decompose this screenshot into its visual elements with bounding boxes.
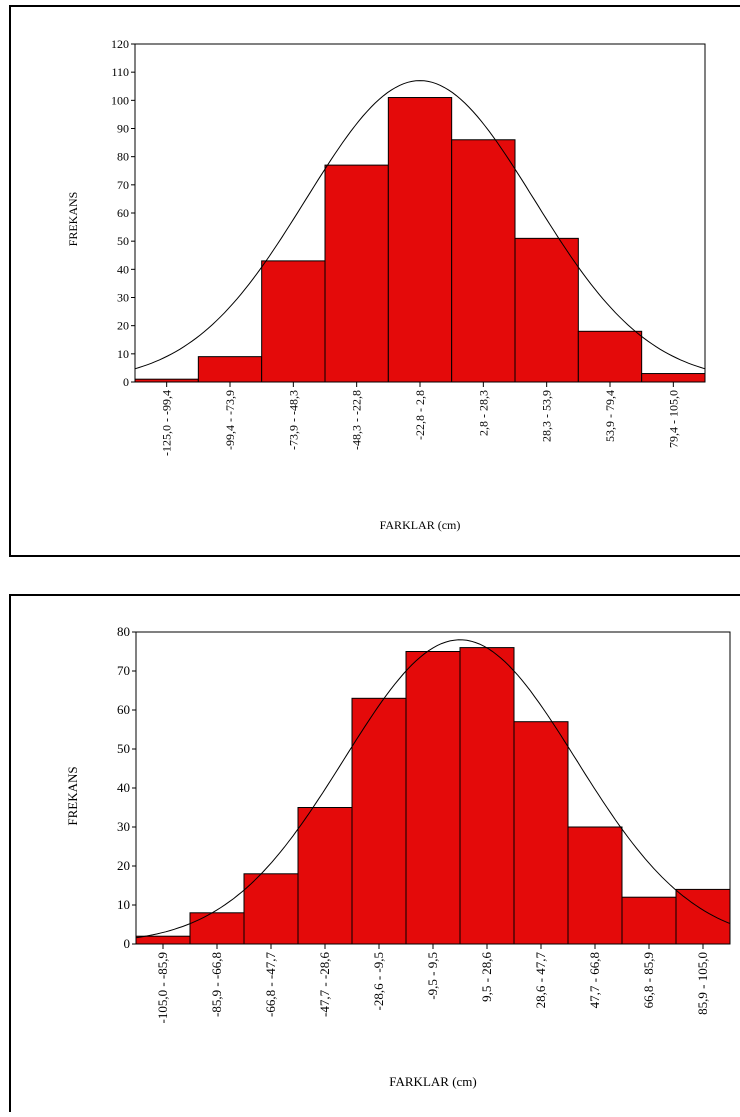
x-axis-title: FARKLAR (cm): [389, 1074, 477, 1089]
histogram-bar: [641, 373, 706, 383]
histogram-bar: [297, 807, 353, 945]
y-tick-label: 20: [117, 319, 129, 333]
histogram-bar: [405, 651, 461, 945]
histogram-bar: [134, 378, 199, 383]
histogram-bar: [351, 697, 407, 945]
histogram-bar: [135, 935, 191, 945]
x-tick-label: -9,5 - 9,5: [425, 952, 440, 1000]
y-tick-label: 100: [111, 93, 129, 107]
y-tick-label: 0: [123, 375, 129, 389]
histogram-bar: [577, 330, 643, 383]
y-tick-label: 10: [117, 347, 129, 361]
x-tick-label: 53,9 - 79,4: [603, 390, 617, 442]
x-tick-label: 79,4 - 105,0: [666, 390, 680, 448]
y-tick-label: 70: [117, 663, 130, 678]
histogram-chart-2: 0 10 20 30 40 50 60 70 80 -105,0 - -85,9 -85,9 - -…: [65, 624, 731, 1089]
histogram-bar: [459, 647, 515, 945]
x-tick-label: -85,9 - -66,8: [209, 952, 224, 1017]
x-tick-label: 2,8 - 28,3: [476, 390, 490, 436]
normal-curve: [134, 80, 706, 370]
x-tick-label: 47,7 - 66,8: [587, 952, 602, 1008]
histogram-bar: [197, 356, 263, 383]
histogram-bar: [621, 896, 677, 945]
x-tick-label: -99,4 - -73,9: [223, 390, 237, 450]
y-tick-label: 40: [117, 262, 129, 276]
x-tick-label: 66,8 - 85,9: [641, 952, 656, 1008]
histogram-bar: [675, 888, 731, 945]
y-tick-label: 60: [117, 702, 130, 717]
x-tick-label: 28,3 - 53,9: [540, 390, 554, 442]
y-tick-label: 10: [117, 897, 130, 912]
y-tick-label: 70: [117, 178, 129, 192]
histogram-panel-2: 0 10 20 30 40 50 60 70 80 -105,0 - -85,9 -85,9 - -…: [9, 594, 740, 1112]
histogram-chart-1: 0 10 20 30 40 50 60 70 80 90 100 110 120 -125,0 - -99…: [66, 37, 706, 532]
y-axis-title: FREKANS: [65, 766, 80, 825]
histogram-bar: [189, 912, 245, 945]
x-tick-label: -48,3 - -22,8: [350, 390, 364, 450]
y-tick-label: 30: [117, 291, 129, 305]
histogram-bar: [387, 97, 453, 383]
y-tick-label: 60: [117, 206, 129, 220]
x-tick-label: 28,6 - 47,7: [533, 952, 548, 1009]
histogram-bar: [243, 873, 299, 945]
y-tick-label: 20: [117, 858, 130, 873]
x-axis-title: FARKLAR (cm): [380, 518, 461, 532]
histogram-bar: [567, 826, 623, 945]
y-tick-label: 120: [111, 37, 129, 51]
histogram-bar: [451, 139, 516, 383]
x-tick-label: -47,7 - -28,6: [317, 952, 332, 1017]
histogram-bar: [261, 260, 326, 383]
x-tick-label: -125,0 - -99,4: [160, 390, 174, 456]
x-tick-label: -105,0 - -85,9: [155, 952, 170, 1024]
histogram-bar: [324, 164, 389, 383]
y-tick-label: 90: [117, 122, 129, 136]
x-tick-label: 85,9 - 105,0: [695, 952, 710, 1015]
y-tick-label: 80: [117, 150, 129, 164]
histogram-bar: [514, 237, 579, 383]
y-tick-label: 80: [117, 624, 130, 639]
histogram-bar: [513, 721, 569, 945]
y-tick-label: 40: [117, 780, 130, 795]
y-tick-label: 0: [124, 936, 131, 951]
histogram-panel-1: 0 10 20 30 40 50 60 70 80 90 100 110 120 -125,0 - -99…: [9, 5, 740, 557]
normal-curve: [135, 639, 731, 939]
y-tick-label: 50: [117, 741, 130, 756]
y-tick-label: 110: [111, 65, 129, 79]
x-tick-label: -22,8 - 2,8: [413, 390, 427, 440]
x-tick-label: -66,8 - -47,7: [263, 952, 278, 1017]
y-axis-title: FREKANS: [66, 192, 80, 247]
x-tick-label: 9,5 - 28,6: [479, 952, 494, 1002]
x-tick-label: -73,9 - -48,3: [286, 390, 300, 450]
y-tick-label: 50: [117, 234, 129, 248]
x-tick-label: -28,6 - -9,5: [371, 952, 386, 1011]
y-tick-label: 30: [117, 819, 130, 834]
